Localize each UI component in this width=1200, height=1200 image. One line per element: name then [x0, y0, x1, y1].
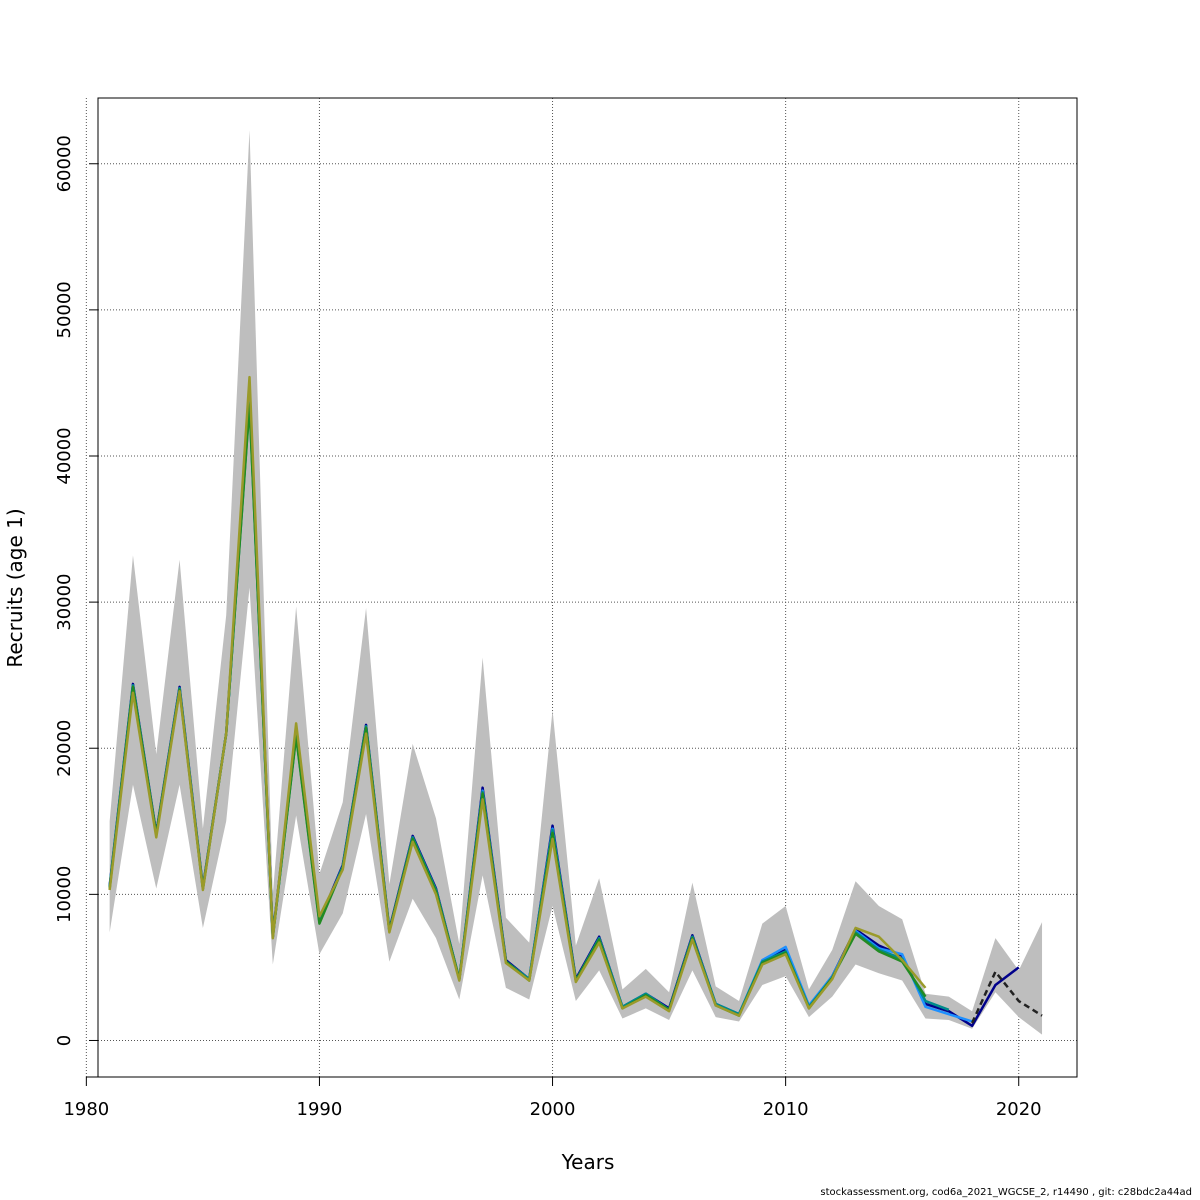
y-tick-label-4: 40000 [54, 427, 75, 484]
y-tick-label-5: 50000 [54, 281, 75, 338]
series-line-4 [108, 375, 927, 1017]
confidence-band [109, 130, 1043, 1035]
x-tick-label-4: 2020 [996, 1099, 1042, 1120]
y-tick-label-6: 60000 [54, 135, 75, 192]
x-axis-title: Years [561, 1150, 615, 1174]
y-axis: 0 10000 20000 30000 40000 50000 60000 [54, 135, 99, 1046]
footer-credit: stockassessment.org, cod6a_2021_WGCSE_2,… [820, 1187, 1192, 1198]
series-line-5 [970, 970, 1043, 1024]
x-axis: 1980 1990 2000 2010 2020 [63, 1076, 1042, 1120]
y-axis-title: Recruits (age 1) [3, 508, 27, 667]
confidence-band-group [109, 130, 1043, 1035]
y-tick-label-3: 30000 [54, 573, 75, 630]
grid-lines [85, 98, 1077, 1077]
y-tick-label-2: 20000 [54, 720, 75, 777]
x-tick-label-0: 1980 [63, 1099, 109, 1120]
x-tick-label-2: 2000 [530, 1099, 576, 1120]
y-tick-label-1: 10000 [54, 866, 75, 923]
series-lines-group [108, 375, 1043, 1028]
x-tick-label-3: 2010 [763, 1099, 809, 1120]
x-tick-label-1: 1990 [297, 1099, 343, 1120]
y-tick-label-0: 0 [54, 1035, 75, 1046]
